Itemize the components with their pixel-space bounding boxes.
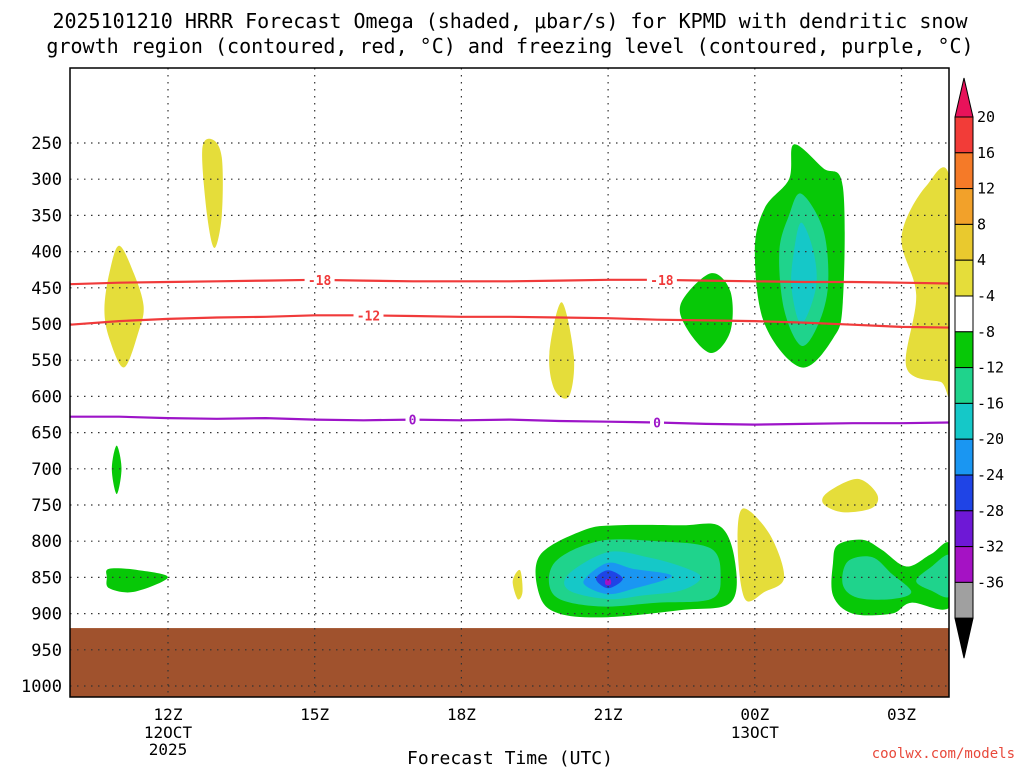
contour-label-bg	[405, 412, 420, 427]
colorbar: 20 16 12 8 4 -4 -8 -12 -16 -20 -24 -28 -32 -36	[954, 77, 1004, 659]
omega-region-descent-peak	[605, 578, 612, 586]
colorbar-label: -8	[977, 323, 995, 341]
colorbar-segment	[954, 510, 974, 548]
contour-label: 0	[653, 416, 661, 431]
y-tick-label: 600	[31, 387, 62, 407]
colorbar-label: 8	[977, 215, 986, 233]
y-tick-label: 950	[31, 641, 62, 661]
colorbar-segment	[954, 223, 974, 261]
contour-line-0	[70, 415, 949, 426]
omega-region-weak-ascent-2	[202, 138, 223, 248]
omega-region-strong-descent-4	[916, 554, 949, 598]
y-tick-label: 900	[31, 605, 62, 625]
omega-shading-layer	[104, 138, 949, 618]
contour-label: -18	[308, 274, 332, 289]
colorbar-label: -16	[977, 394, 1004, 412]
colorbar-segment	[954, 116, 974, 154]
y-tick-label: 350	[31, 206, 62, 226]
y-tick-label: 250	[31, 134, 62, 154]
x-axis-title: Forecast Time (UTC)	[407, 748, 613, 768]
plot-border	[69, 67, 950, 698]
y-axis: 250 300 350 400 450 500 550 600 650 700 750 800 850 9…	[21, 134, 62, 697]
colorbar-label: -28	[977, 502, 1004, 520]
colorbar-segment	[954, 581, 974, 619]
plot-background	[70, 68, 949, 697]
colorbar-top-arrow	[954, 77, 974, 118]
colorbar-segment	[954, 331, 974, 369]
y-tick-label: 400	[31, 243, 62, 263]
ground-terrain	[70, 628, 949, 697]
colorbar-segment	[954, 367, 974, 404]
contour-layer: -18 -18 -12 0 0	[70, 272, 949, 431]
colorbar-segment	[954, 402, 974, 440]
omega-region-descent-2	[106, 568, 169, 593]
colorbar-label: -36	[977, 573, 1004, 591]
contour-label-bg	[650, 415, 664, 430]
y-tick-label: 850	[31, 568, 62, 588]
plot-area: -18 -18 -12 0 0	[70, 68, 949, 697]
contour-label: -12	[357, 309, 380, 324]
y-tick-label: 500	[31, 315, 62, 335]
y-tick-label: 300	[31, 170, 62, 190]
omega-region-weak-ascent-6	[737, 508, 785, 602]
x-tick-label: 00Z	[740, 705, 769, 724]
omega-region-descent-3	[679, 273, 733, 354]
colorbar-label: -12	[977, 359, 1004, 377]
contour-label: 0	[409, 414, 417, 429]
contour-label-bg	[304, 272, 335, 287]
y-tick-label: 450	[31, 279, 62, 299]
colorbar-segment	[954, 438, 974, 476]
omega-region-weak-ascent-1	[104, 245, 144, 368]
colorbar-label: -20	[977, 430, 1004, 448]
omega-region-strong-descent-3	[842, 556, 912, 600]
colorbar-label: -32	[977, 538, 1004, 556]
contour-line--18	[70, 278, 949, 286]
colorbar-label: 20	[977, 108, 995, 126]
colorbar-label: -4	[977, 287, 995, 305]
y-tick-label: 550	[31, 351, 62, 371]
colorbar-segment	[954, 259, 974, 297]
colorbar-segment	[954, 188, 974, 225]
contour-label: -18	[650, 274, 674, 289]
chart-title-line-2: growth region (contoured, red, °C) and f…	[46, 34, 973, 58]
x-tick-label: 15Z	[300, 705, 329, 724]
contour-line--12	[70, 314, 949, 329]
y-tick-label: 750	[31, 496, 62, 516]
contour-label-bg	[646, 272, 677, 287]
colorbar-bottom-arrow	[954, 617, 974, 659]
omega-region-weak-ascent-3	[549, 302, 575, 399]
colorbar-label: 4	[977, 251, 986, 269]
x-tick-year-label: 2025	[149, 740, 188, 759]
credit-text: coolwx.com/models	[872, 746, 1015, 762]
y-tick-label: 650	[31, 424, 62, 444]
colorbar-segment	[954, 474, 974, 512]
omega-region-descent-1	[111, 445, 122, 495]
colorbar-segment	[954, 295, 974, 333]
contour-label-bg	[353, 308, 384, 323]
y-tick-label: 700	[31, 460, 62, 480]
y-tick-label: 1000	[21, 677, 62, 697]
x-tick-label: 03Z	[887, 705, 916, 724]
x-tick-date-label: 13OCT	[731, 723, 780, 742]
colorbar-label: 12	[977, 180, 995, 198]
colorbar-segment	[954, 546, 974, 583]
x-tick-label: 12Z	[154, 705, 183, 724]
x-tick-label: 18Z	[447, 705, 476, 724]
omega-region-weak-ascent-7	[822, 478, 879, 513]
colorbar-label: 16	[977, 144, 995, 162]
x-tick-date-label: 12OCT	[144, 723, 193, 742]
omega-region-weak-ascent-5	[512, 569, 523, 600]
omega-region-stronger-descent-1	[791, 222, 817, 324]
x-tick-label: 21Z	[594, 705, 623, 724]
chart-title-line-1: 2025101210 HRRR Forecast Omega (shaded, …	[52, 9, 968, 33]
y-tick-label: 800	[31, 532, 62, 552]
colorbar-segment	[954, 152, 974, 190]
colorbar-label: -24	[977, 466, 1004, 484]
